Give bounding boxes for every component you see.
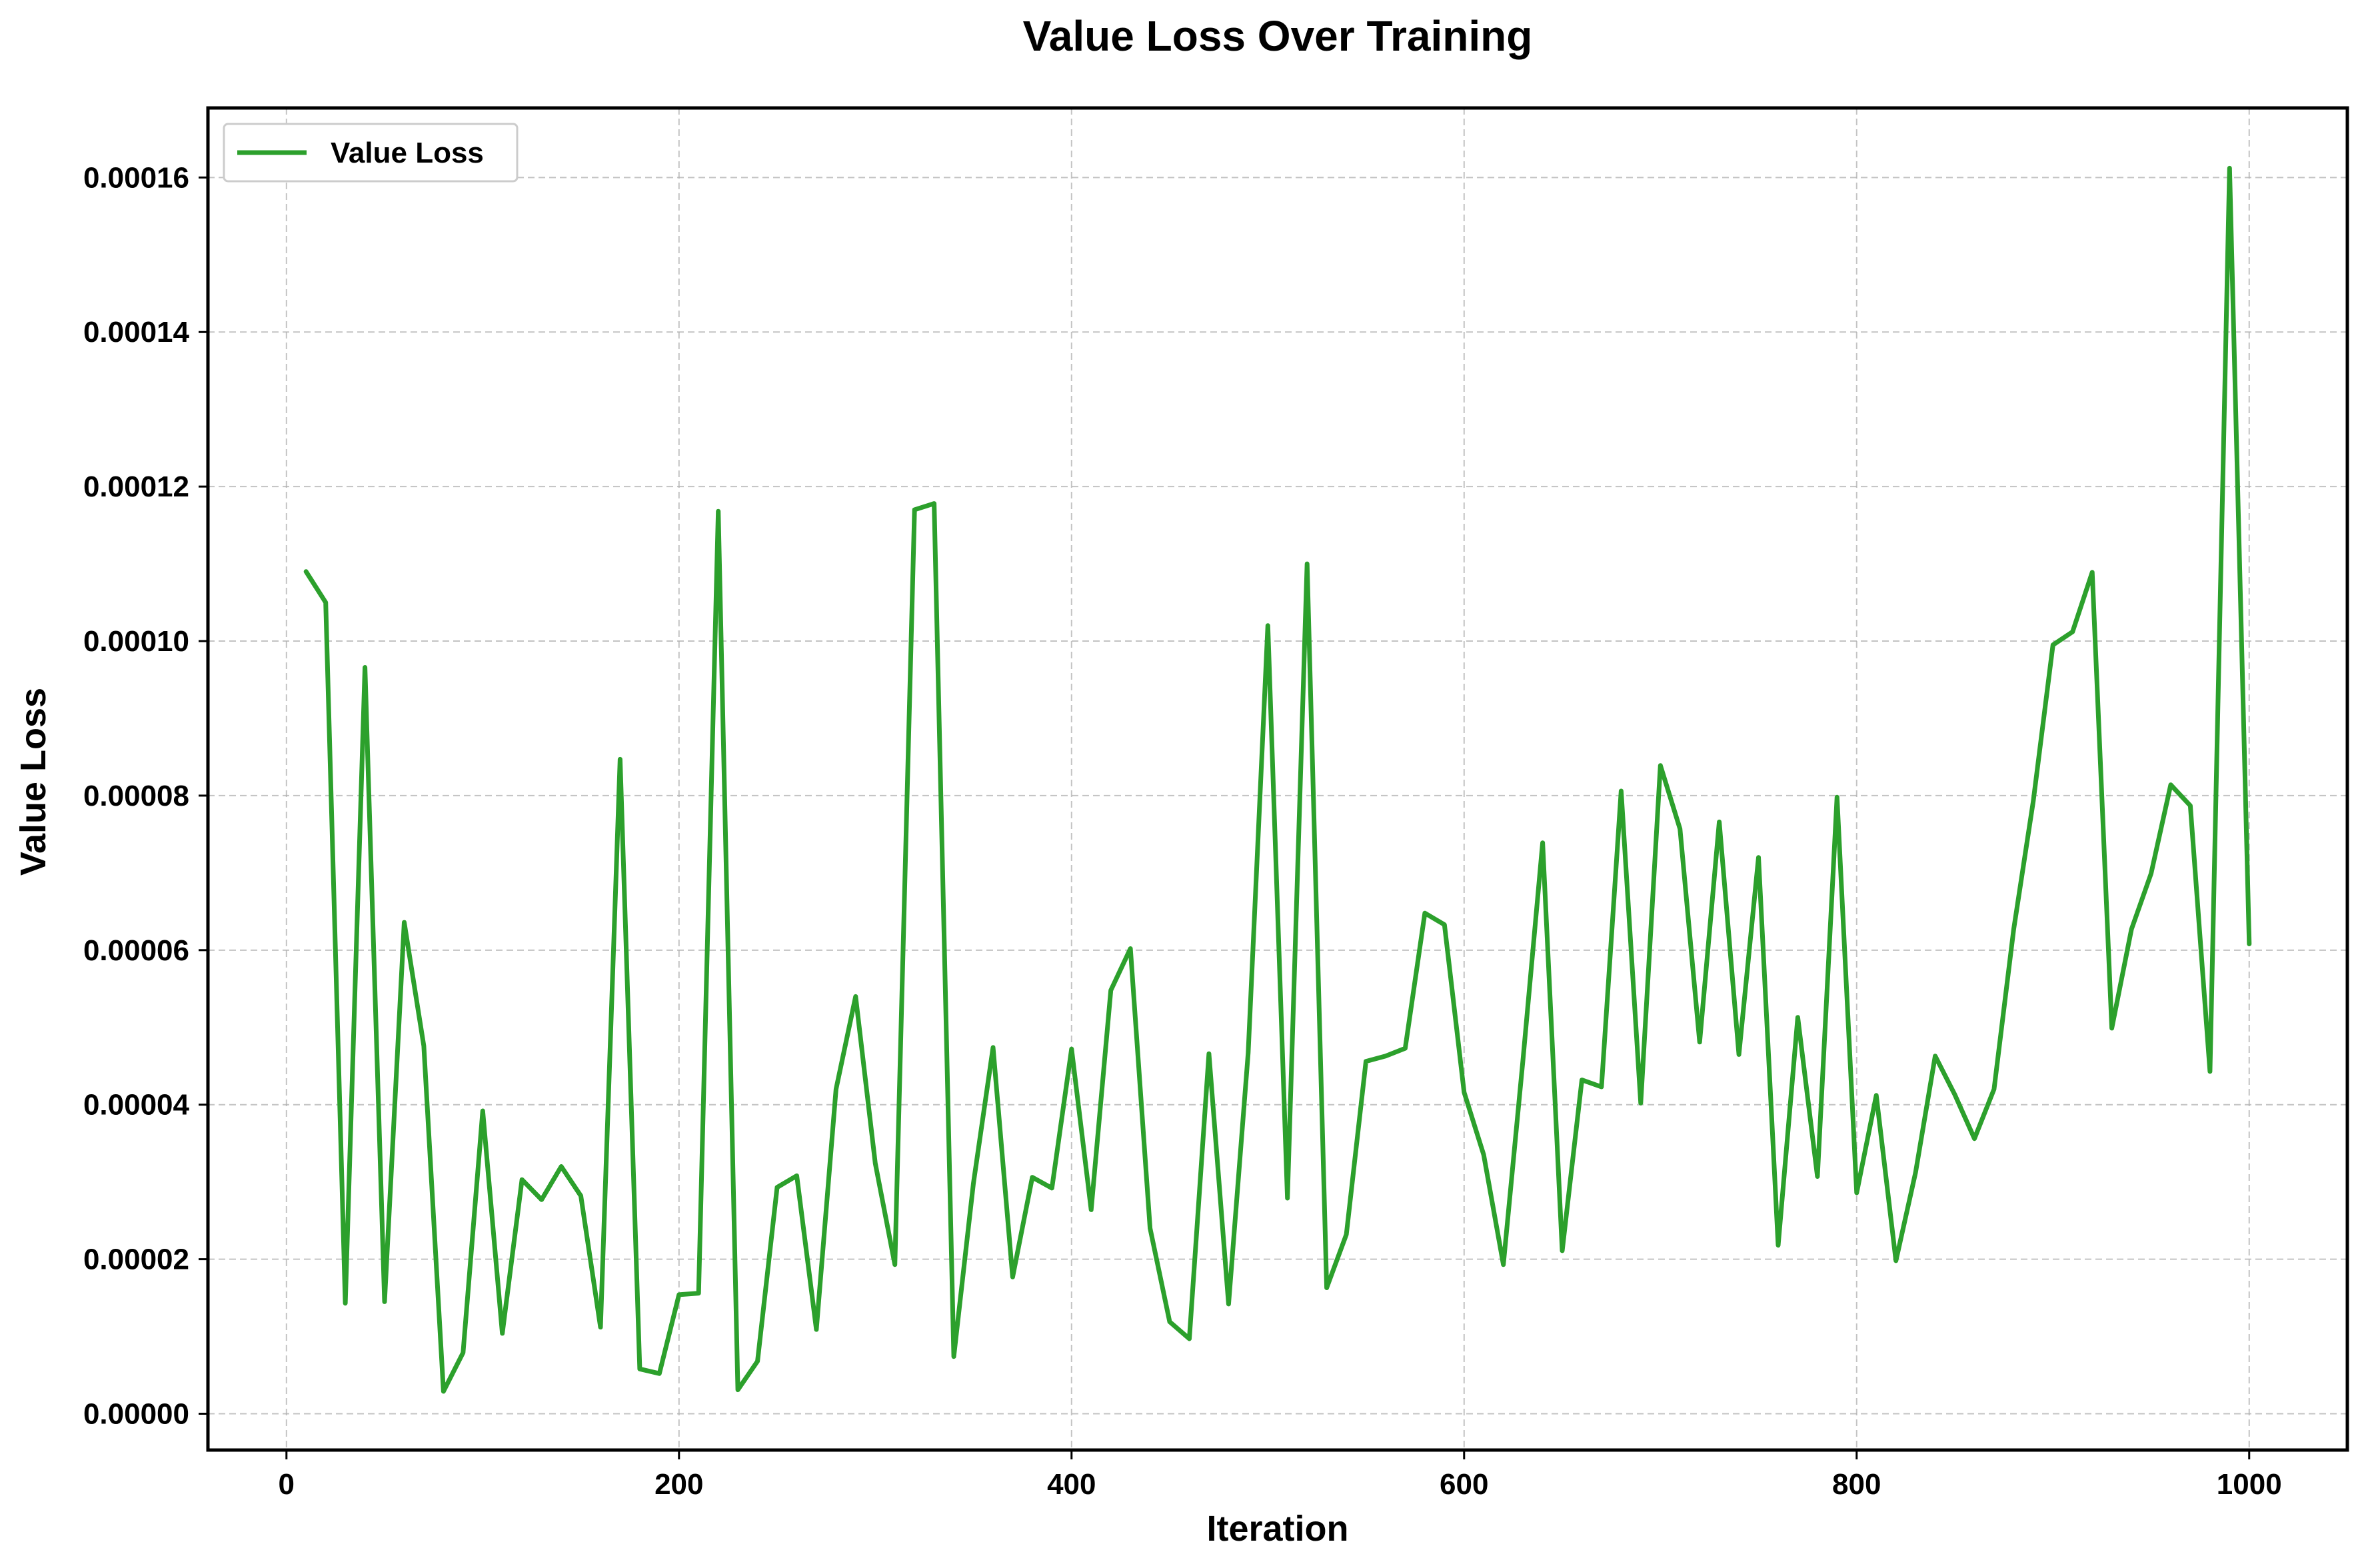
x-axis-ticks: 0 200 400 600 800 1000 — [279, 1450, 2282, 1501]
x-tick-label: 800 — [1832, 1468, 1881, 1501]
y-tick-label: 0.00000 — [83, 1398, 189, 1431]
plot-frame — [206, 106, 2349, 1452]
y-tick-label: 0.00002 — [83, 1243, 189, 1276]
grid-lines — [208, 108, 2347, 1450]
legend-box — [223, 123, 519, 183]
chart-title: Value Loss Over Training — [1023, 12, 1533, 60]
x-tick-label: 400 — [1047, 1468, 1096, 1501]
y-tick-label: 0.00006 — [83, 934, 189, 967]
y-tick-label: 0.00016 — [83, 161, 189, 194]
x-tick-label: 1000 — [2217, 1468, 2282, 1501]
x-tick-label: 0 — [279, 1468, 295, 1501]
y-tick-label: 0.00012 — [83, 470, 189, 503]
y-tick-label: 0.00004 — [83, 1089, 190, 1122]
x-axis-label: Iteration — [1206, 1509, 1348, 1549]
x-tick-label: 600 — [1440, 1468, 1488, 1501]
legend-label-value-loss: Value Loss — [331, 137, 484, 169]
y-tick-label: 0.00008 — [83, 780, 189, 812]
series-line-value-loss — [303, 165, 2252, 1394]
y-axis-label: Value Loss — [13, 688, 53, 876]
legend: Value Loss — [223, 123, 519, 183]
x-tick-label: 200 — [654, 1468, 703, 1501]
plot-area — [303, 165, 2252, 1394]
y-tick-label: 0.00014 — [83, 316, 190, 349]
y-axis-ticks: 0.00000 0.00002 0.00004 0.00006 0.00008 0.000… — [83, 161, 208, 1431]
y-tick-label: 0.00010 — [83, 625, 189, 658]
